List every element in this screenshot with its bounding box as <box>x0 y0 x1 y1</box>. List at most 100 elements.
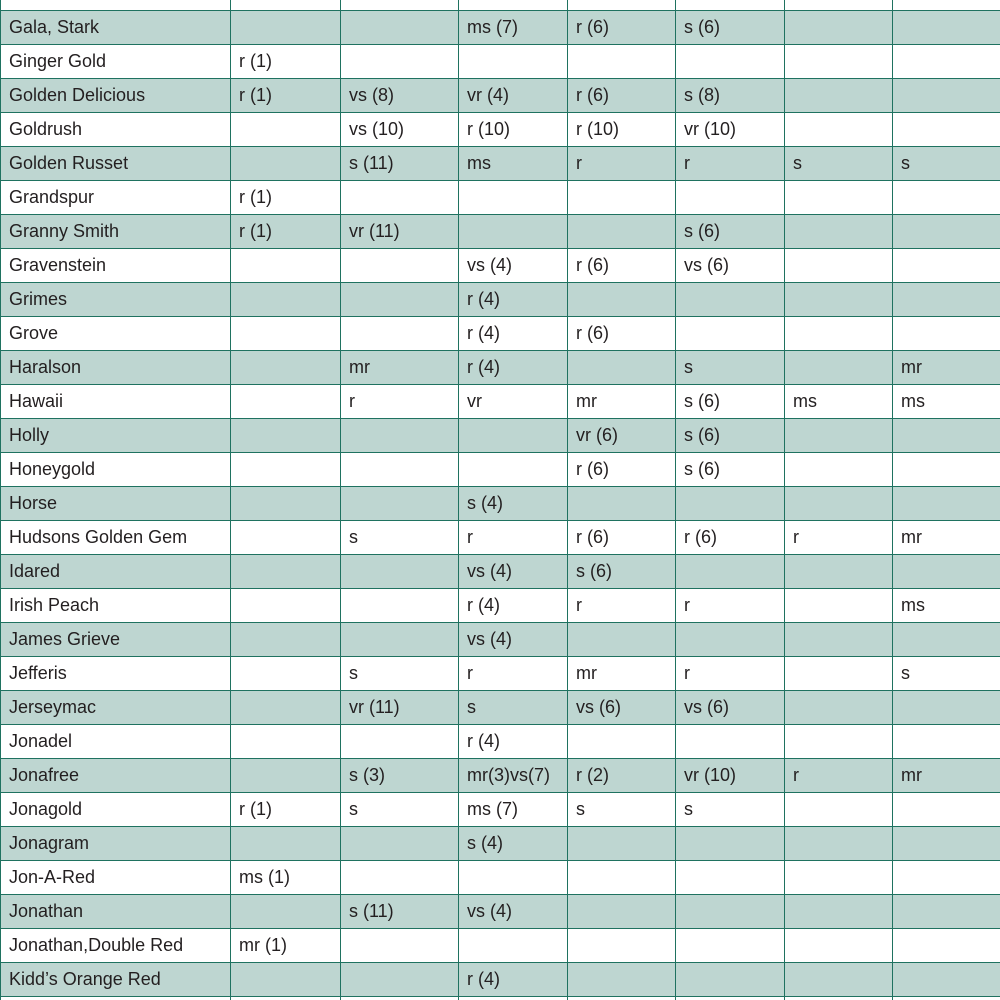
variety-cell: Gala, Stark <box>0 10 231 45</box>
rating-cell <box>784 656 893 691</box>
rating-cell: vr (10) <box>675 112 785 147</box>
variety-cell: Hudsons Golden Gem <box>0 520 231 555</box>
rating-cell: mr(3)vs(7) <box>458 758 568 793</box>
rating-cell <box>230 316 341 351</box>
rating-cell: r (6) <box>567 452 676 487</box>
variety-cell: Idared <box>0 554 231 589</box>
rating-cell: r (4) <box>458 350 568 385</box>
rating-cell: mr (1) <box>230 928 341 963</box>
rating-cell: s <box>675 350 785 385</box>
variety-cell: Jonagold <box>0 792 231 827</box>
rating-cell <box>340 452 459 487</box>
rating-cell <box>892 78 1000 113</box>
rating-cell: r <box>567 146 676 181</box>
rating-cell <box>567 962 676 997</box>
rating-cell: vs (4) <box>458 554 568 589</box>
rating-cell <box>230 10 341 45</box>
rating-cell <box>892 894 1000 929</box>
rating-cell <box>230 282 341 317</box>
rating-cell <box>892 44 1000 79</box>
rating-cell <box>892 214 1000 249</box>
rating-cell: vr (11) <box>340 214 459 249</box>
variety-cell <box>0 996 231 1000</box>
variety-cell: Haralson <box>0 350 231 385</box>
rating-cell <box>784 690 893 725</box>
rating-cell: r (4) <box>458 962 568 997</box>
rating-cell: r (6) <box>567 316 676 351</box>
rating-cell <box>784 554 893 589</box>
rating-cell <box>892 826 1000 861</box>
rating-cell <box>567 350 676 385</box>
rating-cell <box>230 418 341 453</box>
rating-cell <box>230 384 341 419</box>
rating-cell <box>892 724 1000 759</box>
rating-cell <box>675 180 785 215</box>
rating-cell <box>230 962 341 997</box>
rating-cell: r (10) <box>567 112 676 147</box>
rating-cell <box>892 554 1000 589</box>
variety-cell: Jonagram <box>0 826 231 861</box>
rating-cell: ms <box>892 588 1000 623</box>
rating-cell <box>458 418 568 453</box>
variety-cell: Grimes <box>0 282 231 317</box>
rating-cell <box>340 418 459 453</box>
rating-cell: r (6) <box>567 78 676 113</box>
rating-cell <box>458 860 568 895</box>
rating-cell <box>230 588 341 623</box>
rating-cell <box>784 826 893 861</box>
rating-cell <box>340 248 459 283</box>
rating-cell <box>567 724 676 759</box>
rating-cell: r <box>784 758 893 793</box>
rating-cell <box>340 554 459 589</box>
rating-cell: s (6) <box>675 10 785 45</box>
rating-cell <box>230 894 341 929</box>
rating-cell: s (6) <box>675 214 785 249</box>
rating-cell: vr (4) <box>458 78 568 113</box>
rating-cell: s (4) <box>458 486 568 521</box>
rating-cell <box>892 248 1000 283</box>
rating-cell <box>230 112 341 147</box>
rating-cell <box>784 10 893 45</box>
rating-cell <box>567 44 676 79</box>
rating-cell: r (2) <box>567 758 676 793</box>
rating-cell <box>340 44 459 79</box>
variety-cell: Kidd’s Orange Red <box>0 962 231 997</box>
rating-cell <box>784 180 893 215</box>
rating-cell <box>340 928 459 963</box>
rating-cell <box>230 656 341 691</box>
rating-cell: mr <box>892 758 1000 793</box>
rating-cell <box>892 690 1000 725</box>
variety-cell: Holly <box>0 418 231 453</box>
variety-cell: Jonadel <box>0 724 231 759</box>
rating-cell: vs (6) <box>567 690 676 725</box>
rating-cell <box>784 316 893 351</box>
variety-cell: Jonafree <box>0 758 231 793</box>
rating-cell: mr <box>340 350 459 385</box>
rating-cell: s (6) <box>675 418 785 453</box>
rating-cell <box>230 758 341 793</box>
rating-cell: r <box>675 656 785 691</box>
rating-cell: r (1) <box>230 792 341 827</box>
rating-cell: s <box>892 656 1000 691</box>
rating-cell: ms <box>892 384 1000 419</box>
rating-cell <box>230 690 341 725</box>
variety-cell: Honeygold <box>0 452 231 487</box>
rating-cell: s (4) <box>458 826 568 861</box>
rating-cell: r (6) <box>675 520 785 555</box>
rating-cell: ms <box>784 384 893 419</box>
rating-cell <box>230 486 341 521</box>
rating-cell: vr (11) <box>340 690 459 725</box>
rating-cell <box>340 860 459 895</box>
rating-cell <box>784 996 893 1000</box>
rating-cell: r (1) <box>230 180 341 215</box>
rating-cell <box>230 622 341 657</box>
rating-cell: r <box>784 520 893 555</box>
rating-cell <box>458 214 568 249</box>
rating-cell: r (1) <box>230 44 341 79</box>
variety-cell: Golden Russet <box>0 146 231 181</box>
rating-cell: r (4) <box>458 724 568 759</box>
rating-cell <box>340 588 459 623</box>
rating-cell <box>340 10 459 45</box>
rating-cell <box>230 996 341 1000</box>
rating-cell <box>892 112 1000 147</box>
